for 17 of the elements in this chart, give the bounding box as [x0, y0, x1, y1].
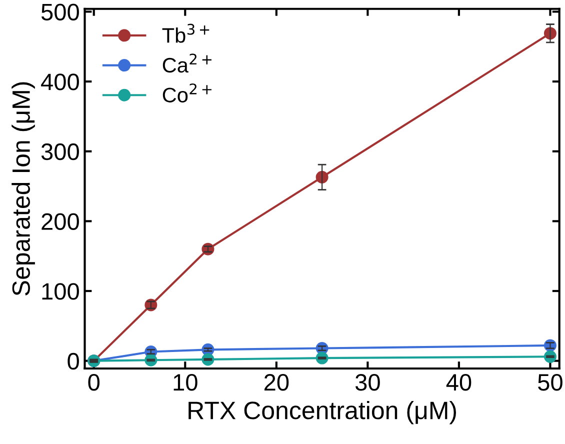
y-tick-label: 0 [68, 352, 79, 370]
legend-label: Ca$^{2+}$ [162, 54, 212, 73]
x-tick-label: 10 [174, 374, 198, 391]
y-tick-label: 300 [41, 143, 79, 160]
y-axis-title: Separated Ion (μM) [12, 82, 35, 296]
y-tick-label: 400 [41, 74, 79, 90]
y-tick-label: 200 [42, 213, 79, 230]
x-tick-label: 0 [88, 374, 100, 391]
legend-label: Tb$^{3+}$ [162, 24, 210, 43]
x-tick-label: 30 [355, 374, 380, 391]
x-axis-title: RTX Concentration (μM) [188, 400, 456, 424]
x-tick-label: 40 [446, 374, 472, 391]
x-tick-label: 20 [264, 374, 289, 391]
y-tick-label: 500 [41, 4, 79, 20]
x-tick-label: 50 [538, 374, 562, 391]
legend-label: Co$^{2+}$ [162, 83, 212, 102]
y-tick-label: 100 [42, 283, 79, 300]
